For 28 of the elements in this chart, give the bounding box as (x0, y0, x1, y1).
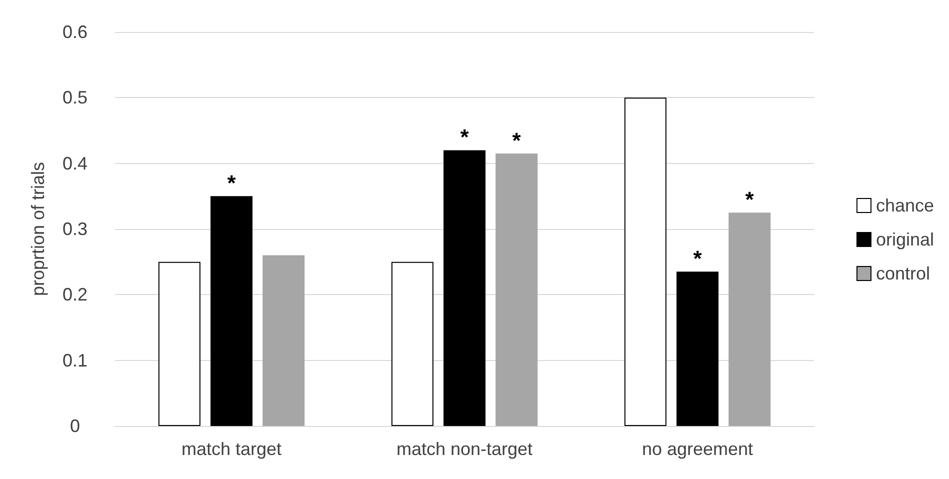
y-tick-label: 0 (70, 416, 80, 436)
bar (262, 255, 305, 426)
data-label: * (227, 170, 236, 196)
bar (676, 272, 718, 426)
y-tick-label: 0.1 (62, 350, 88, 370)
y-tick-label: 0.2 (62, 284, 88, 305)
y-tick-label: 0.4 (62, 153, 88, 174)
data-label: * (460, 124, 470, 150)
legend-label: chance (876, 196, 934, 216)
bar (158, 262, 200, 426)
legend-label: control (876, 264, 930, 284)
x-tick-label: match target (181, 439, 282, 459)
bar (496, 153, 538, 426)
data-label: * (693, 246, 702, 272)
bar (624, 98, 666, 426)
bar (391, 262, 434, 426)
y-tick-label: 0.3 (62, 219, 88, 239)
y-tick-label: 0.5 (62, 88, 88, 108)
bar (444, 150, 486, 426)
data-label: * (745, 187, 754, 212)
bar (728, 212, 771, 426)
y-axis-title: proprtion of trials (28, 162, 48, 296)
bar (210, 196, 252, 426)
x-tick-label: match non-target (396, 439, 533, 459)
legend-label: original (876, 230, 934, 250)
data-label: * (512, 128, 522, 153)
y-tick-label: 0.6 (62, 22, 88, 42)
x-tick-label: no agreement (642, 439, 754, 459)
